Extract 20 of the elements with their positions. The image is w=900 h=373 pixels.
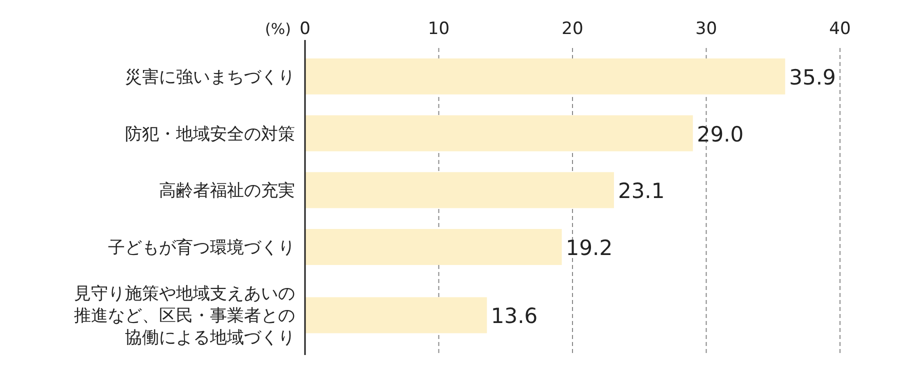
bar (305, 172, 614, 208)
data-label: 23.1 (618, 179, 665, 204)
data-label: 13.6 (490, 304, 538, 328)
data-label: 19.2 (566, 236, 613, 260)
x-tick-label: 10 (428, 19, 450, 39)
x-tick-label: 40 (829, 19, 851, 39)
data-label: 29.0 (696, 122, 744, 146)
data-label: 35.9 (789, 65, 836, 90)
x-tick-label: 30 (695, 19, 718, 39)
y-tick-label: 災害に強いまちづくり (125, 67, 295, 88)
bar (305, 58, 786, 94)
y-tick-label: 子どもが育つ環境づくり (108, 238, 295, 258)
bar (305, 228, 562, 265)
y-tick-label: 防犯・地域安全の対策 (125, 124, 295, 144)
y-tick-label: 高齢者福祉の充実 (159, 181, 295, 202)
bar (305, 115, 693, 152)
x-tick-label: 20 (562, 19, 584, 39)
y-tick-label: 見守り施策や地域支えあいの推進など、区民・事業者との協働による地域づくり (74, 284, 295, 348)
x-axis-title: (%) (265, 20, 291, 38)
x-tick-label: 0 (300, 19, 310, 39)
